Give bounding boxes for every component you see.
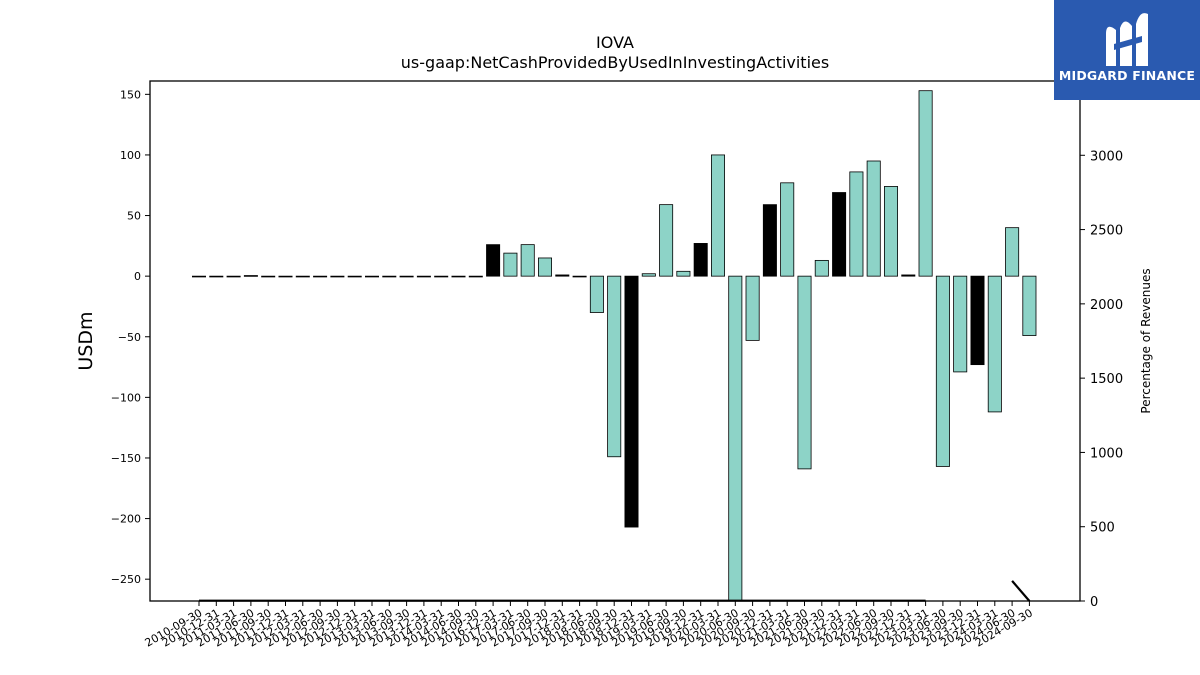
midgard-finance-logo: MIDGARD FINANCE xyxy=(1054,0,1200,100)
bar-2013-03-31 xyxy=(364,275,379,278)
y-tick-label: −200 xyxy=(111,513,141,526)
y-axis-label: USDm xyxy=(75,311,97,370)
bar-2023-09-30 xyxy=(953,275,968,373)
bar-2021-06-30 xyxy=(797,275,812,470)
y-axis-right: 0 500 1000 1500 2000 2500 3000 xyxy=(1080,149,1123,610)
bar-2019-03-31 xyxy=(641,273,656,277)
y-tick-label: 0 xyxy=(134,270,141,283)
bar-2011-06-30 xyxy=(243,275,258,277)
bar-2012-12-31 xyxy=(347,275,362,278)
bar-2019-12-31 xyxy=(693,243,708,277)
y-tick-label: −250 xyxy=(111,573,141,586)
bar-2020-03-31 xyxy=(711,154,726,277)
bars-layer xyxy=(191,90,1037,602)
line-layer xyxy=(199,580,1031,602)
bar-2010-12-31 xyxy=(209,275,224,278)
y2-tick-label: 1500 xyxy=(1090,372,1123,387)
y2-tick-label: 1000 xyxy=(1090,446,1123,461)
bar-2019-09-30 xyxy=(676,270,691,277)
bar-2016-12-31 xyxy=(486,244,501,277)
bar-2013-06-30 xyxy=(382,275,397,278)
bar-2013-09-30 xyxy=(399,275,414,278)
bar-2018-06-30 xyxy=(589,275,604,313)
bar-2014-03-31 xyxy=(434,275,449,278)
y-tick-label: −50 xyxy=(118,331,141,344)
bar-2012-09-30 xyxy=(330,275,345,278)
bar-2022-06-30 xyxy=(866,160,881,277)
x-axis: 2010-09-302010-12-312011-03-312011-06-30… xyxy=(143,601,1035,650)
bar-2011-12-31 xyxy=(278,275,293,278)
bar-2020-12-31 xyxy=(762,204,777,277)
y2-tick-label: 500 xyxy=(1090,521,1115,536)
bar-2024-06-30 xyxy=(1005,227,1020,277)
bar-2022-03-31 xyxy=(849,171,864,277)
y-tick-label: 50 xyxy=(127,210,141,223)
bar-2023-06-30 xyxy=(935,275,950,467)
bar-2018-12-31 xyxy=(624,275,639,528)
bar-2019-06-30 xyxy=(659,204,674,277)
bar-2017-12-31 xyxy=(555,274,570,277)
y2-tick-label: 2500 xyxy=(1090,224,1123,239)
chart-title: IOVA xyxy=(596,33,634,52)
bar-2018-09-30 xyxy=(607,275,622,458)
midgard-logo-icon xyxy=(1106,13,1148,66)
bar-2020-06-30 xyxy=(728,275,743,602)
bar-2021-12-31 xyxy=(832,192,847,277)
bar-2023-12-31 xyxy=(970,275,985,366)
bar-2012-06-30 xyxy=(313,275,328,278)
bar-2023-03-31 xyxy=(918,90,933,277)
bar-2018-03-31 xyxy=(572,275,587,278)
bar-2011-09-30 xyxy=(261,275,276,278)
bar-2011-03-31 xyxy=(226,275,241,278)
bar-2012-03-31 xyxy=(295,275,310,278)
y-tick-label: 100 xyxy=(120,149,141,162)
y2-tick-label: 0 xyxy=(1090,595,1098,610)
bar-2017-06-30 xyxy=(520,244,535,277)
y2-tick-label: 3000 xyxy=(1090,149,1123,164)
bar-2014-09-30 xyxy=(468,275,483,278)
bar-2013-12-31 xyxy=(416,275,431,278)
y-tick-label: −150 xyxy=(111,452,141,465)
bar-2022-09-30 xyxy=(884,186,899,277)
bar-2024-09-30 xyxy=(1022,275,1037,336)
y2-tick-label: 2000 xyxy=(1090,298,1123,313)
bar-2021-09-30 xyxy=(814,259,829,277)
bar-2010-09-30 xyxy=(191,275,206,278)
y-tick-label: −100 xyxy=(111,391,141,404)
bar-2017-03-31 xyxy=(503,252,518,277)
y-axis-left: 150 100 50 0 −50 −100 −150 −200 −250 xyxy=(111,88,150,586)
y-tick-label: 150 xyxy=(120,88,141,101)
plot-frame xyxy=(149,80,1081,602)
bar-2021-03-31 xyxy=(780,182,795,277)
bar-2017-09-30 xyxy=(538,257,553,277)
bar-2024-03-31 xyxy=(987,275,1002,413)
chart-subtitle: us-gaap:NetCashProvidedByUsedInInvesting… xyxy=(400,53,830,72)
bar-2014-06-30 xyxy=(451,275,466,278)
logo-text: MIDGARD FINANCE xyxy=(1058,68,1196,83)
percentage-of-revenues-line xyxy=(199,580,1031,602)
bar-2020-09-30 xyxy=(745,275,760,341)
bar-2022-12-31 xyxy=(901,274,916,277)
y2-axis-label: Percentage of Revenues xyxy=(1139,268,1153,413)
